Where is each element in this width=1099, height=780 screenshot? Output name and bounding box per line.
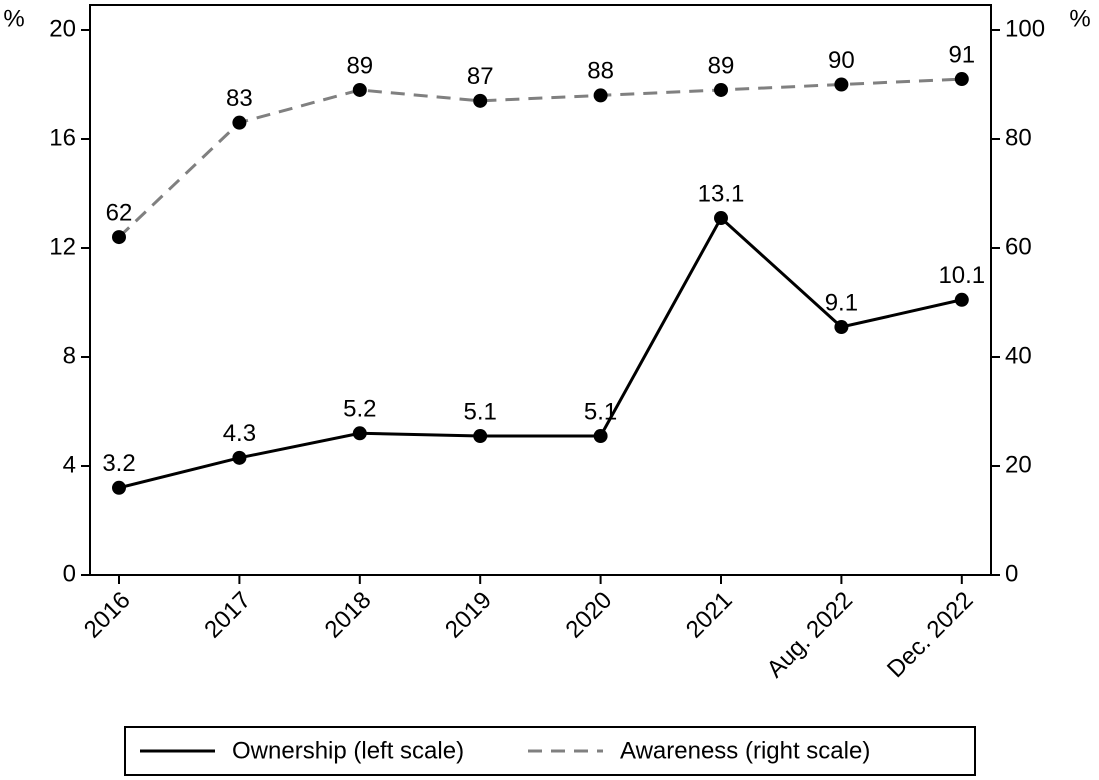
marker [473, 93, 488, 108]
x-tick-label: 2019 [440, 587, 497, 644]
marker [352, 82, 367, 97]
marker [954, 72, 969, 87]
marker [352, 426, 367, 441]
data-label: 3.2 [102, 450, 135, 477]
data-label: 4.3 [223, 420, 256, 447]
legend-label: Awareness (right scale) [620, 737, 870, 764]
y2-tick-label: 100 [1005, 15, 1045, 42]
y-tick-label: 12 [49, 233, 76, 260]
data-label: 5.2 [343, 396, 376, 423]
legend-box [124, 726, 976, 776]
marker [714, 211, 728, 226]
y-tick-label: 16 [49, 124, 76, 151]
y-tick-label: 20 [49, 15, 76, 42]
y2-tick-label: 40 [1005, 342, 1032, 369]
marker [112, 480, 126, 495]
data-label: 88 [587, 58, 614, 85]
y2-tick-label: 0 [1005, 560, 1018, 587]
data-label: 83 [226, 85, 253, 112]
data-label: 89 [708, 52, 735, 79]
x-tick-label: 2018 [320, 587, 377, 644]
data-label: 62 [106, 199, 133, 226]
data-label: 5.1 [464, 398, 497, 425]
y2-tick-label: 80 [1005, 124, 1032, 151]
data-label: 10.1 [938, 262, 985, 289]
y-axis-label: % [3, 5, 24, 32]
data-label: 89 [346, 52, 373, 79]
marker [232, 115, 247, 130]
x-tick-label: Aug. 2022 [762, 587, 858, 683]
x-tick-label: Dec. 2022 [882, 587, 978, 683]
marker [593, 429, 608, 444]
series-line [117, 77, 962, 239]
data-label: 5.1 [584, 398, 617, 425]
marker [112, 230, 126, 245]
x-tick-label: 2021 [681, 587, 738, 644]
marker [714, 82, 728, 97]
x-tick-label: 2020 [560, 587, 617, 644]
data-label: 9.1 [825, 289, 858, 316]
marker [834, 320, 849, 335]
data-label: 90 [828, 47, 855, 74]
y2-tick-label: 20 [1005, 451, 1032, 478]
data-label: 87 [467, 63, 494, 90]
marker [232, 450, 247, 465]
y-tick-label: 4 [63, 451, 76, 478]
marker [954, 292, 969, 307]
marker [834, 77, 849, 92]
data-label: 91 [948, 41, 975, 68]
marker [473, 429, 488, 444]
legend-label: Ownership (left scale) [232, 737, 464, 764]
y2-tick-label: 60 [1005, 233, 1032, 260]
y-tick-label: 8 [63, 342, 76, 369]
x-tick-label: 2017 [199, 587, 256, 644]
y2-axis-label: % [1069, 5, 1090, 32]
marker [593, 88, 608, 103]
series-line [118, 215, 963, 490]
x-tick-label: 2016 [79, 587, 136, 644]
data-label: 13.1 [698, 180, 745, 207]
plot-frame [89, 4, 992, 576]
y-tick-label: 0 [63, 560, 76, 587]
